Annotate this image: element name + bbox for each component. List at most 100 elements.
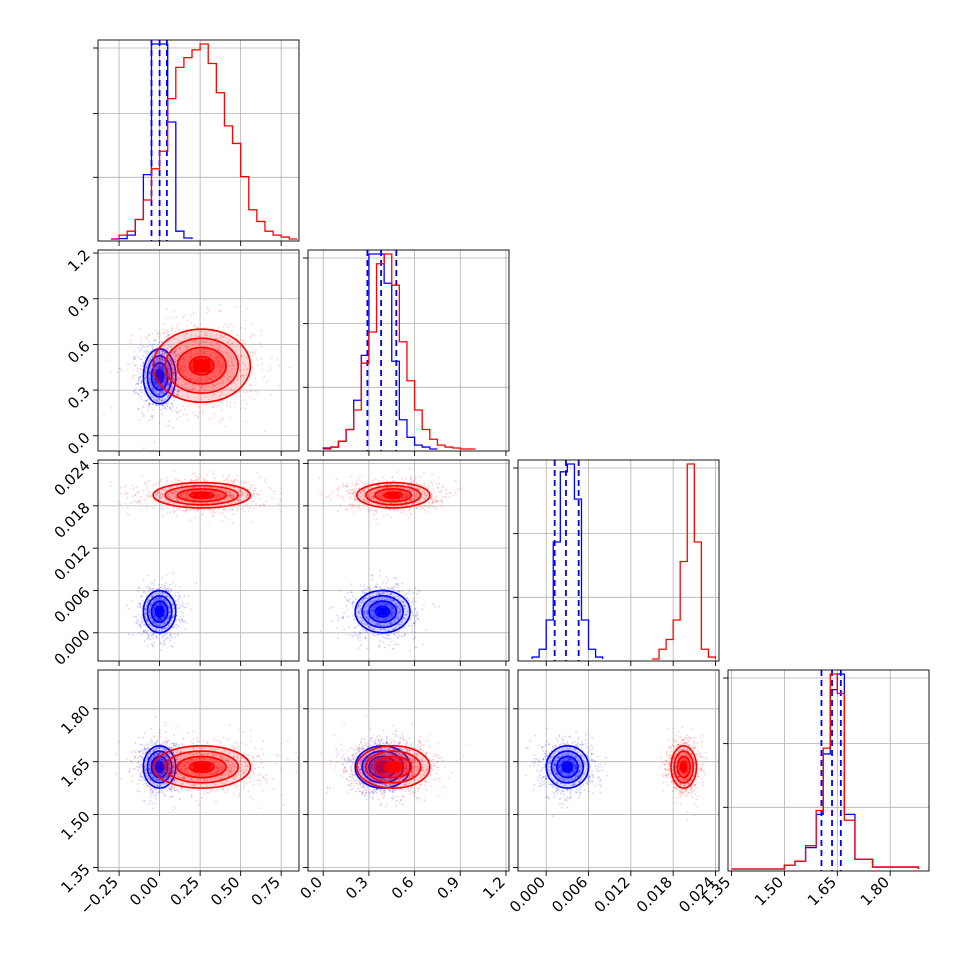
model_a-sample-point — [189, 608, 192, 611]
model_b-sample-point — [265, 500, 267, 503]
model_a-sample-point — [142, 406, 145, 408]
model_b-sample-point — [180, 489, 182, 491]
model_a-sample-point — [351, 634, 353, 637]
model_a-sample-point — [160, 367, 163, 370]
model_b-sample-point — [415, 476, 417, 478]
model_a-sample-point — [158, 385, 160, 387]
model_b-sample-point — [238, 371, 241, 373]
model_b-sample-point — [211, 512, 213, 515]
model_a-sample-point — [152, 610, 154, 613]
model_b-sample-point — [212, 515, 214, 517]
model_b-sample-point — [178, 354, 181, 356]
model_b-sample-point — [176, 394, 179, 397]
model_a-sample-point — [168, 333, 171, 336]
model_b-sample-point — [242, 505, 245, 508]
model_a-sample-point — [168, 383, 171, 386]
model_a-sample-point — [142, 355, 145, 357]
model_a-sample-point — [357, 612, 360, 614]
model_a-sample-point — [150, 634, 153, 637]
model_b-sample-point — [199, 380, 202, 382]
model_a-sample-point — [157, 367, 160, 370]
model_b-sample-point — [177, 377, 180, 380]
model_a-histogram — [110, 43, 193, 240]
model_a-sample-point — [141, 615, 144, 618]
model_a-sample-point — [158, 598, 160, 601]
model_b-sample-point — [230, 356, 233, 358]
model_a-sample-point — [346, 599, 349, 602]
model_b-sample-point — [434, 495, 437, 498]
model_a-sample-point — [380, 619, 383, 621]
model_a-sample-point — [148, 403, 151, 405]
model_b-sample-point — [120, 369, 123, 372]
model_b-sample-point — [162, 354, 165, 356]
model_b-sample-point — [183, 315, 185, 318]
model_a-sample-point — [160, 592, 162, 595]
model_b-sample-point — [223, 498, 225, 501]
model_a-sample-point — [146, 364, 149, 366]
model_a-sample-point — [146, 399, 149, 401]
model_b-sample-point — [163, 331, 166, 334]
model_a-sample-point — [361, 622, 363, 624]
model_a-sample-point — [145, 399, 148, 402]
model_a-sample-point — [329, 607, 331, 610]
model_a-sample-point — [153, 632, 156, 635]
model_b-sample-point — [250, 323, 253, 326]
model_b-sample-point — [236, 489, 239, 492]
model_a-sample-point — [372, 632, 374, 635]
model_b-sample-point — [224, 351, 227, 354]
model_b-sample-point — [207, 377, 209, 379]
model_a-sample-point — [173, 392, 176, 395]
model_a-sample-point — [146, 619, 149, 622]
model_a-sample-point — [139, 358, 142, 360]
model_a-sample-point — [166, 631, 169, 634]
model_a-sample-point — [370, 611, 372, 614]
model_b-sample-point — [244, 327, 247, 330]
model_b-contour — [164, 337, 240, 394]
model_a-sample-point — [179, 621, 181, 624]
model_b-sample-point — [185, 366, 188, 369]
model_a-sample-point — [161, 384, 164, 387]
model_b-sample-point — [158, 404, 161, 407]
model_a-sample-point — [189, 352, 192, 355]
model_a-sample-point — [407, 592, 409, 595]
model_b-sample-point — [236, 392, 239, 395]
model_b-histogram — [323, 253, 476, 450]
model_a-sample-point — [162, 591, 165, 594]
model_b-sample-point — [194, 354, 197, 356]
model_a-sample-point — [154, 381, 156, 384]
model_a-sample-point — [141, 380, 144, 383]
model_a-sample-point — [172, 572, 174, 574]
model_b-sample-point — [164, 317, 167, 320]
model_a-sample-point — [148, 370, 151, 372]
model_b-sample-point — [110, 406, 113, 409]
model_b-sample-point — [280, 510, 282, 513]
model_a-sample-point — [173, 352, 176, 354]
model_b-sample-point — [137, 500, 140, 502]
model_b-sample-point — [142, 370, 144, 373]
model_b-sample-point — [161, 488, 164, 491]
model_a-sample-point — [177, 598, 180, 601]
model_a-sample-point — [157, 617, 160, 620]
model_a-sample-point — [174, 389, 177, 391]
model_b-sample-point — [151, 372, 154, 375]
model_a-sample-point — [157, 394, 160, 396]
model_b-sample-point — [206, 333, 209, 336]
model_a-contour — [154, 605, 165, 618]
model_b-sample-point — [201, 384, 204, 387]
model_a-sample-point — [181, 370, 184, 373]
model_a-sample-point — [164, 598, 167, 601]
model_a-sample-point — [160, 586, 162, 588]
model_a-sample-point — [396, 617, 399, 620]
model_a-sample-point — [154, 367, 157, 369]
model_a-sample-point — [353, 627, 356, 629]
model_b-sample-point — [236, 376, 238, 378]
model_b-sample-point — [167, 334, 169, 337]
model_a-sample-point — [172, 372, 175, 374]
model_a-sample-point — [172, 602, 174, 605]
model_a-sample-point — [139, 375, 142, 378]
model_b-sample-point — [219, 370, 222, 373]
model_b-sample-point — [220, 335, 223, 338]
model_a-sample-point — [403, 621, 406, 624]
model_b-sample-point — [212, 379, 215, 381]
model_a-sample-point — [182, 372, 184, 375]
